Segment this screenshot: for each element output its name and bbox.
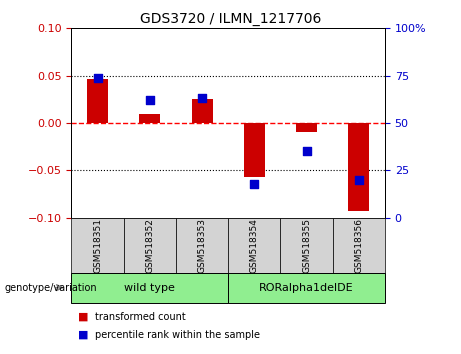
Text: GSM518356: GSM518356 (355, 218, 363, 273)
Point (251, 181, 258, 187)
Text: transformed count: transformed count (95, 312, 185, 322)
Point (146, 97, 154, 103)
Bar (192, 99, 213, 123)
Text: percentile rank within the sample: percentile rank within the sample (95, 330, 260, 339)
Point (198, 96, 206, 101)
Point (94, 75, 101, 80)
Bar (244, 123, 265, 177)
Text: GDS3720 / ILMN_1217706: GDS3720 / ILMN_1217706 (140, 12, 321, 27)
Text: ■: ■ (78, 312, 89, 322)
Text: wild type: wild type (124, 282, 175, 293)
Bar (296, 123, 317, 132)
Text: GSM518353: GSM518353 (198, 218, 207, 273)
Text: GSM518355: GSM518355 (302, 218, 311, 273)
Text: GSM518354: GSM518354 (250, 218, 259, 273)
Bar (349, 123, 369, 211)
Text: ■: ■ (78, 330, 89, 339)
Text: genotype/variation: genotype/variation (5, 282, 97, 293)
Text: RORalpha1delDE: RORalpha1delDE (259, 282, 354, 293)
Point (303, 149, 310, 154)
Text: GSM518351: GSM518351 (93, 218, 102, 273)
Point (355, 177, 362, 183)
Bar (139, 114, 160, 123)
Bar (87, 79, 108, 123)
Text: GSM518352: GSM518352 (145, 218, 154, 273)
